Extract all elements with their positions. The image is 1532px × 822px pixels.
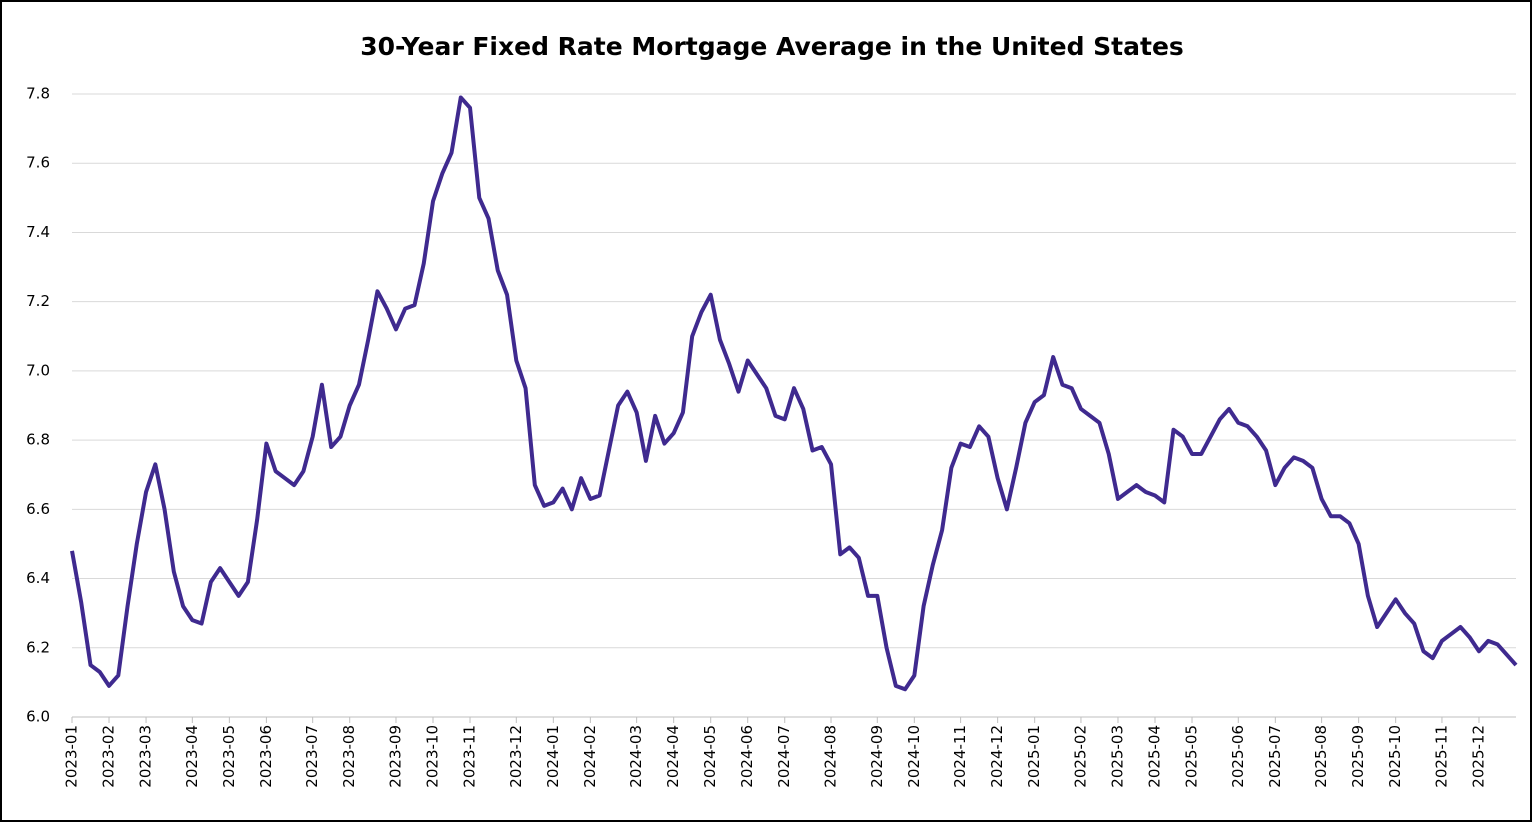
x-tick-label: 2025-01 [1025, 725, 1043, 788]
y-tick-label: 7.4 [26, 223, 50, 241]
y-tick-label: 7.8 [26, 85, 50, 103]
y-tick-label: 7.0 [26, 361, 50, 379]
x-tick-label: 2023-11 [461, 725, 479, 788]
y-tick-label: 6.6 [26, 500, 50, 518]
x-tick-label: 2024-04 [664, 725, 682, 788]
y-tick-label: 6.4 [26, 569, 50, 587]
x-tick-label: 2023-06 [257, 725, 275, 788]
x-tick-label: 2023-09 [386, 725, 404, 788]
x-tick-label: 2025-11 [1432, 725, 1450, 788]
x-tick-label: 2023-04 [183, 725, 201, 788]
x-tick-label: 2024-08 [822, 725, 840, 788]
x-tick-label: 2024-11 [951, 725, 969, 788]
y-tick-label: 7.2 [26, 292, 50, 310]
x-tick-label: 2023-08 [340, 725, 358, 788]
x-tick-label: 2025-03 [1108, 725, 1126, 788]
x-tick-label: 2025-12 [1469, 725, 1487, 788]
series-line [70, 95, 1518, 692]
x-tick-label: 2024-01 [544, 725, 562, 788]
y-tick-label: 6.2 [26, 638, 50, 656]
x-tick-label: 2025-06 [1229, 725, 1247, 788]
x-tick-label: 2024-10 [905, 725, 923, 788]
y-tick-label: 7.6 [26, 154, 50, 172]
x-tick-label: 2025-02 [1071, 725, 1089, 788]
x-tick-label: 2023-01 [63, 725, 81, 788]
x-tick-label: 2024-05 [701, 725, 719, 788]
x-tick-label: 2024-03 [627, 725, 645, 788]
x-tick-label: 2023-02 [100, 725, 118, 788]
x-tick-label: 2025-05 [1183, 725, 1201, 788]
x-tick-label: 2024-02 [581, 725, 599, 788]
chart-title: 30-Year Fixed Rate Mortgage Average in t… [360, 32, 1184, 61]
x-tick-label: 2025-08 [1312, 725, 1330, 788]
x-tick-label: 2024-06 [738, 725, 756, 788]
y-tick-label: 6.8 [26, 431, 50, 449]
x-tick-label: 2024-12 [988, 725, 1006, 788]
x-tick-label: 2025-10 [1386, 725, 1404, 788]
x-tick-label: 2025-07 [1266, 725, 1284, 788]
x-tick-label: 2023-05 [220, 725, 238, 788]
x-tick-label: 2023-07 [303, 725, 321, 788]
x-tick-label: 2024-09 [868, 725, 886, 788]
x-tick-label: 2024-07 [775, 725, 793, 788]
x-tick-label: 2023-03 [137, 725, 155, 788]
x-tick-label: 2025-04 [1146, 725, 1164, 788]
x-tick-label: 2023-10 [424, 725, 442, 788]
x-tick-label: 2023-12 [507, 725, 525, 788]
x-tick-label: 2025-09 [1349, 725, 1367, 788]
y-tick-label: 6.0 [26, 708, 50, 726]
